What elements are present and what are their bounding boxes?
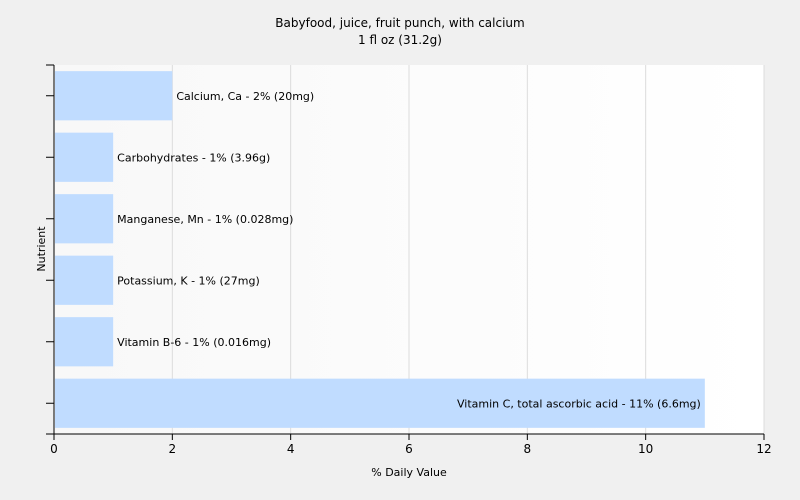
y-axis-title: Nutrient <box>35 226 48 272</box>
bar <box>55 255 114 305</box>
x-tick-label: 4 <box>287 442 295 456</box>
bar <box>55 132 114 182</box>
bars-group: Calcium, Ca - 2% (20mg) Carbohydrates - 1… <box>55 71 705 428</box>
bar-label: Carbohydrates - 1% (3.96g) <box>117 151 270 164</box>
chart-subtitle: 1 fl oz (31.2g) <box>358 33 442 47</box>
bar-label: Vitamin B-6 - 1% (0.016mg) <box>117 336 271 349</box>
bar-label: Calcium, Ca - 2% (20mg) <box>176 90 314 103</box>
bar <box>55 378 705 428</box>
x-tick-label: 8 <box>524 442 532 456</box>
bar <box>55 194 114 244</box>
x-axis-title: % Daily Value <box>371 466 447 479</box>
bar-label: Manganese, Mn - 1% (0.028mg) <box>117 213 293 226</box>
chart-title: Babyfood, juice, fruit punch, with calci… <box>275 16 524 30</box>
axes-group: 0 2 4 6 8 10 12 <box>46 64 772 456</box>
bar-label: Vitamin C, total ascorbic acid - 11% (6.… <box>457 397 701 410</box>
x-tick-label: 0 <box>50 442 58 456</box>
bar <box>55 71 173 121</box>
x-tick-label: 2 <box>169 442 177 456</box>
x-tick-label: 12 <box>756 442 771 456</box>
grid-lines <box>171 65 765 434</box>
x-tick-label: 10 <box>638 442 653 456</box>
bar <box>55 317 114 367</box>
bar-label: Potassium, K - 1% (27mg) <box>117 274 260 287</box>
x-tick-label: 6 <box>405 442 413 456</box>
